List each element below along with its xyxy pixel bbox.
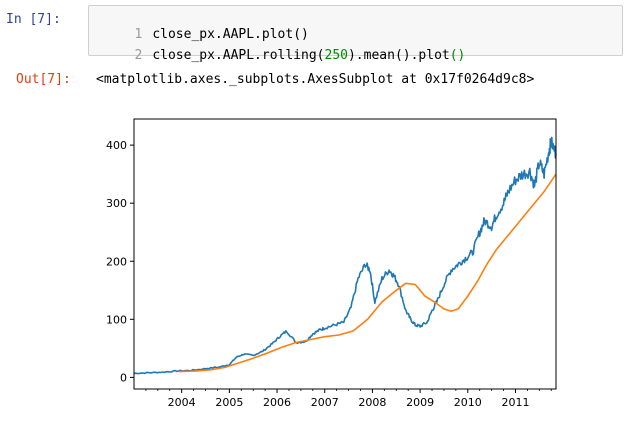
- code-line-1[interactable]: 1 close_px.AAPL.plot(): [97, 12, 309, 57]
- code-line-2[interactable]: 2 close_px.AAPL.rolling(250).mean().plot(…: [97, 33, 465, 78]
- x-tick-label: 2011: [501, 396, 529, 409]
- in-prompt: In [7]:: [6, 12, 61, 27]
- y-tick-label: 400: [106, 139, 127, 152]
- x-tick-label: 2008: [358, 396, 386, 409]
- plot-area: 0 100 200 300 400 2004 2005 2006 2007 2008 2009 201…: [106, 118, 557, 409]
- y-tick-label: 200: [106, 255, 127, 268]
- x-tick-label: 2005: [215, 396, 243, 409]
- x-tick-label: 2004: [168, 396, 196, 409]
- y-tick-label: 300: [106, 197, 127, 210]
- output-text: <matplotlib.axes._subplots.AxesSubplot a…: [96, 72, 535, 87]
- series-line-1: [179, 173, 557, 373]
- code-number: 250: [324, 48, 348, 63]
- x-tick-label: 2006: [263, 396, 291, 409]
- x-tick-label: 2010: [454, 396, 482, 409]
- code-paren: (): [449, 48, 466, 63]
- code-text: close_px.AAPL.plot(): [152, 27, 309, 42]
- y-tick-label: 0: [120, 371, 127, 384]
- code-text: ).mean().plot: [347, 48, 450, 63]
- line-number: 1: [134, 27, 143, 42]
- axes-frame: [133, 118, 557, 390]
- x-tick-label: 2009: [406, 396, 434, 409]
- out-prompt: Out[7]:: [16, 72, 71, 87]
- code-input-cell[interactable]: 1 close_px.AAPL.plot() 2 close_px.AAPL.rol…: [88, 5, 623, 63]
- series-line-0: [133, 136, 557, 375]
- y-tick-label: 100: [106, 313, 127, 326]
- x-tick-label: 2007: [311, 396, 339, 409]
- code-text: close_px.AAPL.rolling(: [152, 48, 325, 63]
- line-number: 2: [134, 48, 143, 63]
